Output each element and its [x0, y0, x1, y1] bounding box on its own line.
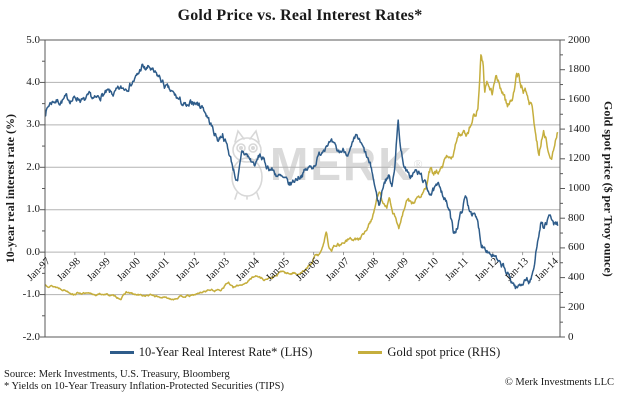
right-axis-tick-label: 0: [568, 330, 574, 343]
legend-item-gold: Gold spot price (RHS): [358, 345, 500, 360]
right-axis-tick-label: 1000: [568, 182, 590, 194]
plot-border: [44, 39, 561, 338]
legend-item-rates: 10-Year Real Interest Rate* (LHS): [109, 345, 313, 360]
right-axis-tick-label: 800: [568, 211, 585, 224]
right-axis-tick-label: 1200: [568, 152, 590, 165]
legend-swatch-gold: [358, 351, 383, 354]
left-axis-title: 10-year real interest rate (%): [2, 40, 18, 337]
chart-title: Gold Price vs. Real Interest Rates*: [177, 7, 423, 24]
right-axis-tick-label: 1400: [568, 122, 590, 135]
right-axis-tick-label: 400: [568, 271, 585, 284]
left-axis-tick-label: 3.0: [26, 118, 40, 131]
left-axis-tick-label: 5.0: [26, 33, 40, 46]
left-axis-tick-label: 0.0: [26, 245, 40, 258]
left-axis-title-text: 10-year real interest rate (%): [2, 113, 17, 264]
copyright: © Merk Investments LLC: [504, 377, 614, 388]
right-axis-title-text: Gold spot price ($ per Troy ounce): [601, 100, 616, 277]
legend-label-gold: Gold spot price (RHS): [387, 345, 501, 359]
left-axis-tick-label: -2.0: [22, 330, 40, 343]
left-axis-tick-label: 4.0: [26, 75, 40, 88]
rate-line-series: [44, 63, 559, 290]
right-axis-tick-label: 1600: [568, 92, 590, 105]
merk-owl-watermark-icon: [231, 129, 263, 200]
gold-line-series: [44, 54, 559, 301]
left-axis-tick-label: 1.0: [26, 203, 40, 216]
watermark-registered-mark: ®: [413, 156, 423, 171]
left-axis-tick-label: 2.0: [26, 160, 40, 173]
merk-watermark: MERK ®: [224, 120, 444, 208]
right-axis-tick-label: 1800: [568, 63, 590, 76]
source-note: Source: Merk Investments, U.S. Treasury,…: [4, 369, 230, 380]
legend-label-rates: 10-Year Real Interest Rate* (LHS): [138, 345, 313, 359]
right-axis-title: Gold spot price ($ per Troy ounce): [600, 40, 616, 337]
watermark-text: MERK: [270, 138, 414, 190]
legend-swatch-rates: [109, 351, 134, 354]
right-axis-tick-label: 200: [568, 300, 585, 313]
right-axis-tick-label: 600: [568, 241, 585, 254]
legend: 10-Year Real Interest Rate* (LHS) Gold s…: [0, 345, 610, 360]
right-axis-tick-label: 2000: [568, 33, 590, 46]
footnote: * Yields on 10-Year Treasury Inflation-P…: [4, 381, 284, 392]
left-axis-tick-label: -1.0: [22, 288, 40, 301]
